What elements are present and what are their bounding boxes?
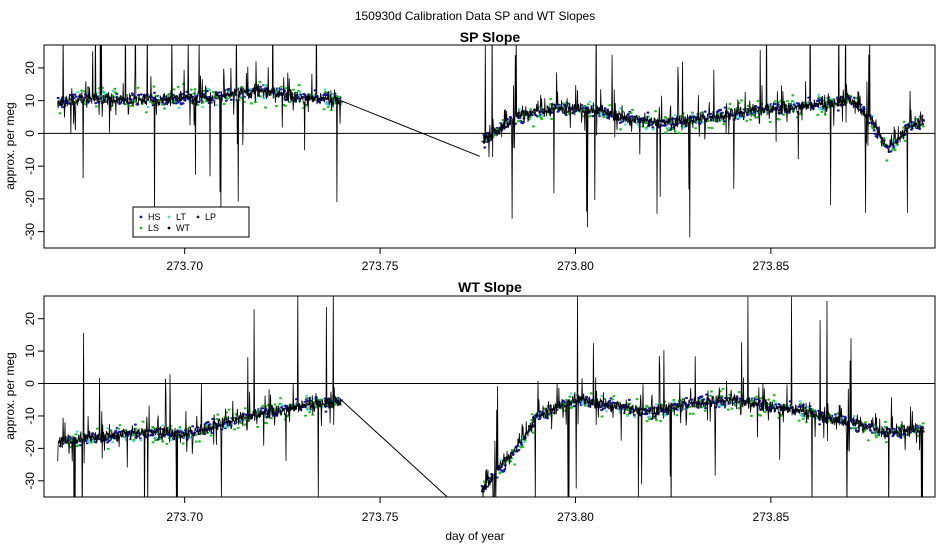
legend-lp-marker [196,215,200,219]
series-line-gap-wt [340,399,448,497]
series-line-wt [57,296,342,497]
y-tick-label-sp: -30 [23,223,37,241]
legend-lt-marker [167,215,171,219]
y-tick-label-wt: -10 [23,407,37,425]
y-tick-label-wt: 0 [23,380,37,387]
y-tick-label-wt: -20 [23,439,37,457]
x-tick-label-wt: 273.80 [557,510,594,524]
plot-frame-wt [43,295,936,498]
legend-lp-label: LP [205,212,216,222]
x-tick-label-sp: 273.70 [166,259,203,273]
x-axis-label: day of year [445,529,504,543]
wt-slope-panel: 20 10 0 -10 -20 -30 273.70 273.75 273.80 273.85 [23,295,936,524]
series-line-sp [57,45,342,217]
y-tick-label-sp: -10 [23,157,37,175]
x-tick-label-sp: 273.75 [362,259,399,273]
series-line-wt [481,296,924,497]
x-tick-label-wt: 273.75 [362,510,399,524]
series-group-sp [56,45,926,238]
figure-title: 150930d Calibration Data SP and WT Slope… [355,9,595,23]
series-line-sp [481,45,924,238]
panel-title-wt: WT Slope [458,279,522,295]
legend-wt-label: WT [176,223,190,233]
y-tick-label-wt: -30 [23,472,37,490]
x-tick-label-wt: 273.85 [753,510,790,524]
series-group-wt [57,296,925,497]
panel-title-sp: SP Slope [460,29,521,45]
y-tick-label-wt: 10 [23,344,37,358]
x-tick-label-sp: 273.85 [753,259,790,273]
y-tick-label-wt: 20 [23,312,37,326]
legend-ls-label: LS [148,223,159,233]
y-tick-label-sp: 20 [23,61,37,75]
y-tick-label-sp: -20 [23,190,37,208]
legend: HS LT LP LS WT [132,206,250,238]
plot-frame-sp [43,44,936,249]
legend-box [132,206,250,238]
legend-hs-label: HS [148,212,161,222]
legend-wt-marker [167,226,171,230]
legend-ls-marker [139,226,143,230]
legend-hs-marker [139,215,143,219]
y-tick-label-sp: 10 [23,94,37,108]
y-tick-label-sp: 0 [23,130,37,137]
legend-lt-label: LT [176,212,186,222]
sp-slope-panel: 20 10 0 -10 -20 -30 273.70 273.75 273.80 273.85 [23,44,936,273]
x-tick-label-sp: 273.80 [557,259,594,273]
y-axis-label-sp: approx. per meg [3,102,17,189]
y-axis-label-wt: approx. per meg [3,352,17,439]
x-tick-label-wt: 273.70 [166,510,203,524]
series-line-gap-sp [340,100,480,157]
